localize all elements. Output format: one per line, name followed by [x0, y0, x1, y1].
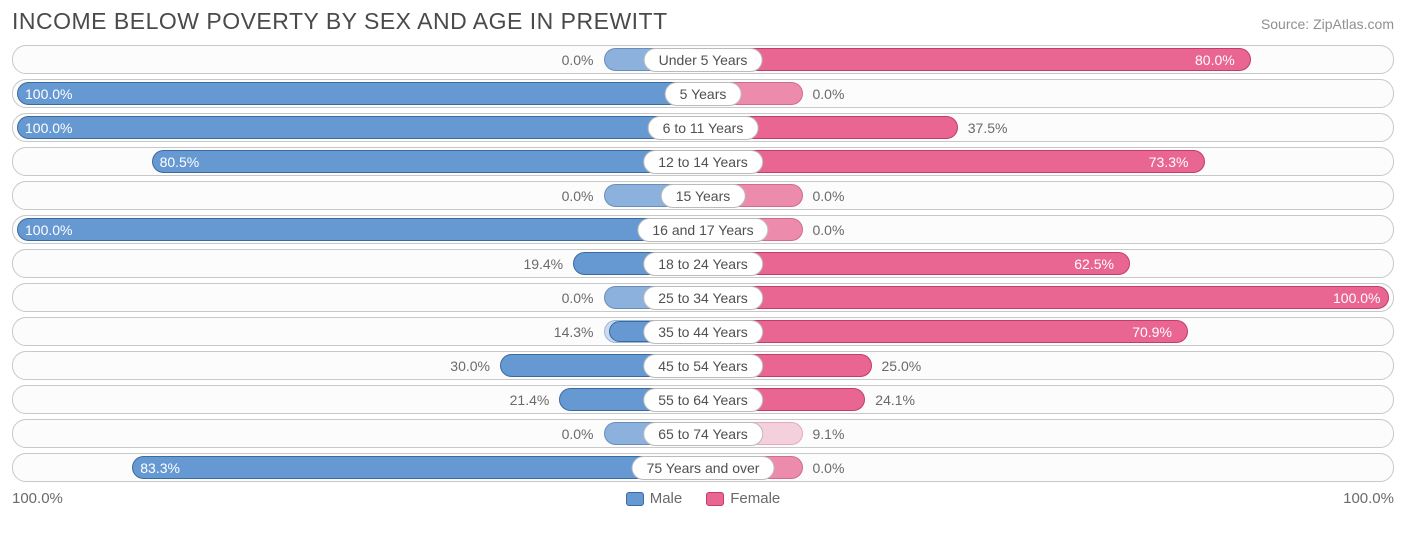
male-value-label: 83.3%	[140, 460, 180, 476]
chart-row: 30.0% 25.0% 45 to 54 Years	[12, 351, 1394, 380]
female-bar	[703, 320, 1188, 343]
male-value-label: 30.0%	[450, 358, 490, 374]
legend-item-female: Female	[706, 490, 780, 507]
source-attribution: Source: ZipAtlas.com	[1261, 16, 1394, 32]
category-label: Under 5 Years	[644, 48, 763, 72]
category-label: 12 to 14 Years	[643, 150, 763, 174]
female-value-label: 9.1%	[813, 426, 845, 442]
male-value-label: 0.0%	[562, 426, 594, 442]
male-bar	[17, 116, 703, 139]
chart-row: 100.0% 0.0% 16 and 17 Years	[12, 215, 1394, 244]
male-value-label: 0.0%	[562, 188, 594, 204]
chart-row: 83.3% 0.0% 75 Years and over	[12, 453, 1394, 482]
female-bar	[703, 286, 1389, 309]
chart-row: 21.4% 24.1% 55 to 64 Years	[12, 385, 1394, 414]
female-value-label: 0.0%	[813, 188, 845, 204]
category-label: 25 to 34 Years	[643, 286, 763, 310]
legend-label-male: Male	[650, 490, 683, 507]
category-label: 65 to 74 Years	[643, 422, 763, 446]
male-value-label: 0.0%	[562, 52, 594, 68]
category-label: 15 Years	[661, 184, 746, 208]
legend: Male Female	[626, 490, 781, 507]
male-bar	[17, 82, 703, 105]
category-label: 16 and 17 Years	[637, 218, 768, 242]
chart-row: 80.5% 73.3% 12 to 14 Years	[12, 147, 1394, 176]
female-value-label: 73.3%	[1149, 154, 1189, 170]
female-value-label: 62.5%	[1074, 256, 1114, 272]
header: INCOME BELOW POVERTY BY SEX AND AGE IN P…	[12, 8, 1394, 35]
female-value-label: 24.1%	[875, 392, 915, 408]
legend-swatch-male	[626, 492, 644, 506]
category-label: 6 to 11 Years	[648, 116, 759, 140]
chart-row: 0.0% 100.0% 25 to 34 Years	[12, 283, 1394, 312]
legend-item-male: Male	[626, 490, 683, 507]
male-value-label: 80.5%	[160, 154, 200, 170]
chart-row: 14.3% 70.9% 35 to 44 Years	[12, 317, 1394, 346]
female-value-label: 0.0%	[813, 460, 845, 476]
chart-title: INCOME BELOW POVERTY BY SEX AND AGE IN P…	[12, 8, 668, 35]
category-label: 5 Years	[665, 82, 742, 106]
chart-row: 100.0% 0.0% 5 Years	[12, 79, 1394, 108]
category-label: 18 to 24 Years	[643, 252, 763, 276]
male-value-label: 100.0%	[25, 120, 72, 136]
chart-area: 0.0%80.0%Under 5 Years100.0%0.0%5 Years1…	[12, 45, 1394, 482]
legend-swatch-female	[706, 492, 724, 506]
category-label: 45 to 54 Years	[643, 354, 763, 378]
female-value-label: 0.0%	[813, 86, 845, 102]
axis-left-label: 100.0%	[12, 490, 63, 507]
female-value-label: 25.0%	[882, 358, 922, 374]
axis-right-label: 100.0%	[1343, 490, 1394, 507]
footer: 100.0% Male Female 100.0%	[12, 490, 1394, 507]
female-value-label: 0.0%	[813, 222, 845, 238]
male-value-label: 100.0%	[25, 86, 72, 102]
male-value-label: 100.0%	[25, 222, 72, 238]
chart-row: 0.0% 0.0% 15 Years	[12, 181, 1394, 210]
female-bar	[703, 252, 1130, 275]
chart-row: 19.4% 62.5% 18 to 24 Years	[12, 249, 1394, 278]
male-value-label: 0.0%	[562, 290, 594, 306]
legend-label-female: Female	[730, 490, 780, 507]
female-value-label: 70.9%	[1132, 324, 1172, 340]
male-bar	[152, 150, 703, 173]
category-label: 35 to 44 Years	[643, 320, 763, 344]
category-label: 55 to 64 Years	[643, 388, 763, 412]
chart-row: 0.0% 9.1% 65 to 74 Years	[12, 419, 1394, 448]
male-bar	[17, 218, 703, 241]
female-value-label: 37.5%	[968, 120, 1008, 136]
female-bar	[703, 150, 1205, 173]
female-bar	[703, 48, 1251, 71]
category-label: 75 Years and over	[632, 456, 775, 480]
male-bar	[132, 456, 703, 479]
male-value-label: 14.3%	[554, 324, 594, 340]
chart-row: 100.0% 37.5% 6 to 11 Years	[12, 113, 1394, 142]
female-value-label: 80.0%	[1195, 52, 1235, 68]
male-value-label: 21.4%	[510, 392, 550, 408]
female-value-label: 100.0%	[1333, 290, 1380, 306]
male-value-label: 19.4%	[523, 256, 563, 272]
chart-row: 0.0% 80.0% Under 5 Years	[12, 45, 1394, 74]
